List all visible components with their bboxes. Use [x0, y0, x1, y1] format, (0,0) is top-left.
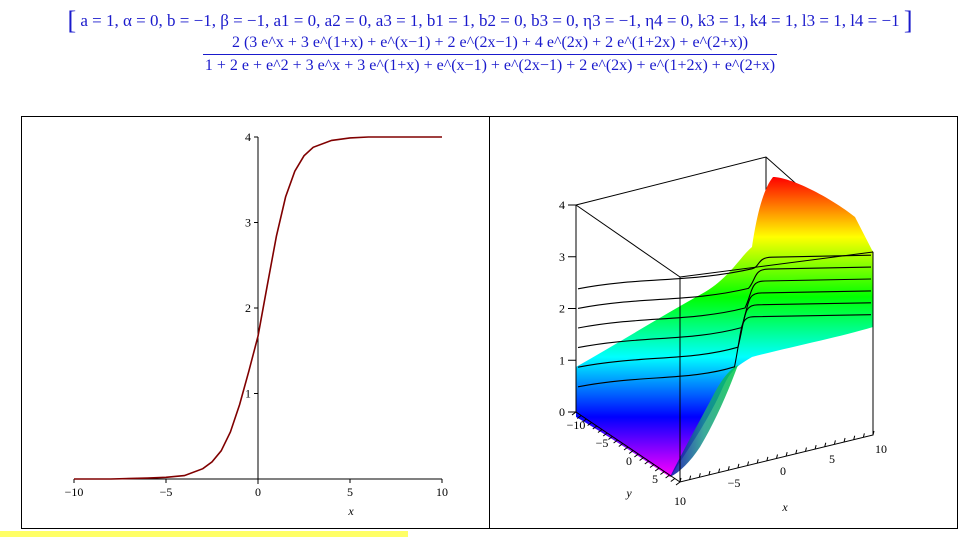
y-minor-tick — [597, 429, 603, 433]
y-minor-tick — [592, 425, 598, 430]
y-tick-label: 2 — [245, 301, 251, 315]
y-tick-label: 3 — [245, 216, 251, 230]
open-bracket: [ — [67, 6, 77, 35]
line-plot-axes — [74, 137, 442, 484]
z-tick-label: 1 — [559, 353, 565, 367]
surface-sheet — [576, 177, 873, 477]
parameter-text: a = 1, α = 0, b = −1, β = −1, a1 = 0, a2… — [80, 11, 900, 30]
x-minor-tick — [727, 466, 730, 471]
fraction-bar — [202, 54, 778, 55]
surface-plot[interactable]: 0 1 2 3 4 −10 −5 0 5 10 −5 0 5 10 x y — [490, 117, 957, 528]
z-tick-label: 3 — [559, 250, 565, 264]
surface-y-axis-label: y — [625, 486, 632, 500]
x-tick-label: −10 — [65, 485, 84, 499]
y-minor-tick — [670, 478, 676, 482]
y-minor-tick — [623, 446, 629, 451]
line-plot-curve — [74, 136, 442, 480]
line-plot: −10 −5 0 5 10 1 2 3 4 x — [65, 130, 448, 518]
x-axis-ticks: −5 0 5 10 — [679, 430, 887, 490]
y-tick-label: 5 — [652, 472, 658, 486]
y-axis-ticks: −10 −5 0 5 10 — [567, 411, 686, 508]
surface — [576, 177, 873, 477]
x-tick-label: −5 — [160, 485, 173, 499]
expression: 2 (3 e^x + 3 e^(1+x) + e^(x−1) + 2 e^(2x… — [0, 34, 980, 75]
y-tick-label: 0 — [626, 454, 632, 468]
y-minor-tick — [639, 457, 644, 461]
contour-line — [577, 290, 872, 349]
x-minor-tick — [747, 461, 750, 466]
y-minor-tick — [608, 436, 613, 440]
x-minor-tick — [766, 456, 769, 461]
x-tick-label: 0 — [780, 464, 786, 478]
line-plot-ticks: −10 −5 0 5 10 1 2 3 4 — [65, 130, 448, 499]
x-tick-label: −5 — [728, 476, 741, 490]
x-minor-tick — [833, 440, 836, 445]
x-minor-tick — [843, 437, 846, 443]
y-minor-tick — [618, 443, 624, 447]
contour-line — [577, 302, 872, 368]
surface-edge-side — [670, 365, 738, 477]
contour-line — [577, 266, 872, 309]
y-minor-tick — [628, 450, 634, 454]
y-minor-tick — [587, 422, 592, 426]
surface-plot-panel: 0 1 2 3 4 −10 −5 0 5 10 −5 0 5 10 x y — [489, 116, 958, 529]
y-tick-label: 1 — [245, 387, 251, 401]
contour-line — [577, 314, 872, 388]
x-minor-tick — [814, 444, 817, 450]
y-tick-label: 10 — [674, 494, 686, 508]
y-minor-tick — [675, 481, 681, 486]
highlight-strip — [0, 531, 408, 537]
x-tick-label: 5 — [829, 452, 835, 466]
y-tick-label: −10 — [567, 418, 586, 432]
parameter-list: [ a = 1, α = 0, b = −1, β = −1, a1 = 0, … — [0, 6, 980, 36]
y-minor-tick — [613, 439, 618, 444]
y-tick-label: −5 — [596, 436, 609, 450]
y-minor-tick — [644, 460, 650, 465]
y-minor-tick — [576, 415, 582, 419]
x-minor-tick — [795, 449, 798, 454]
x-tick-label: 5 — [347, 485, 353, 499]
x-minor-tick — [785, 452, 788, 457]
y-tick-label: 4 — [245, 130, 251, 144]
y-minor-tick — [602, 432, 608, 437]
y-minor-tick — [582, 418, 587, 423]
x-minor-tick — [853, 435, 856, 440]
y-minor-tick — [654, 467, 660, 472]
numerator: 2 (3 e^x + 3 e^(1+x) + e^(x−1) + 2 e^(2x… — [231, 34, 749, 51]
y-minor-tick — [660, 471, 665, 475]
surface-x-axis-label: x — [781, 500, 788, 514]
z-axis-ticks: 0 1 2 3 4 — [559, 198, 576, 419]
x-minor-tick — [862, 433, 865, 438]
z-tick-label: 0 — [559, 405, 565, 419]
contour-line — [577, 278, 872, 329]
surface-contours — [577, 254, 872, 388]
x-minor-tick — [698, 473, 701, 478]
x-minor-tick — [679, 477, 682, 483]
contour-line — [577, 254, 872, 290]
x-minor-tick — [756, 459, 759, 464]
y-minor-tick — [571, 411, 577, 416]
close-bracket: ] — [903, 6, 913, 35]
x-minor-tick — [708, 470, 711, 476]
y-minor-tick — [649, 464, 655, 468]
x-minor-tick — [824, 442, 827, 447]
denominator: 1 + 2 e + e^2 + 3 e^x + 3 e^(1+x) + e^(x… — [204, 57, 776, 74]
x-minor-tick — [689, 475, 692, 480]
x-tick-label: 10 — [875, 442, 887, 456]
x-minor-tick — [776, 454, 778, 459]
y-minor-tick — [665, 474, 670, 479]
x-minor-tick — [872, 430, 875, 436]
x-tick-label: 0 — [255, 485, 261, 499]
fraction: 2 (3 e^x + 3 e^(1+x) + e^(x−1) + 2 e^(2x… — [201, 34, 779, 75]
x-minor-tick — [737, 463, 740, 469]
x-tick-label: 10 — [436, 485, 448, 499]
y-minor-tick — [634, 453, 639, 458]
z-tick-label: 2 — [559, 302, 565, 316]
z-tick-label: 4 — [559, 198, 565, 212]
x-axis-label: x — [347, 504, 354, 518]
x-minor-tick — [718, 468, 721, 473]
x-minor-tick — [804, 447, 807, 452]
line-plot-panel: −10 −5 0 5 10 1 2 3 4 x — [21, 116, 491, 529]
